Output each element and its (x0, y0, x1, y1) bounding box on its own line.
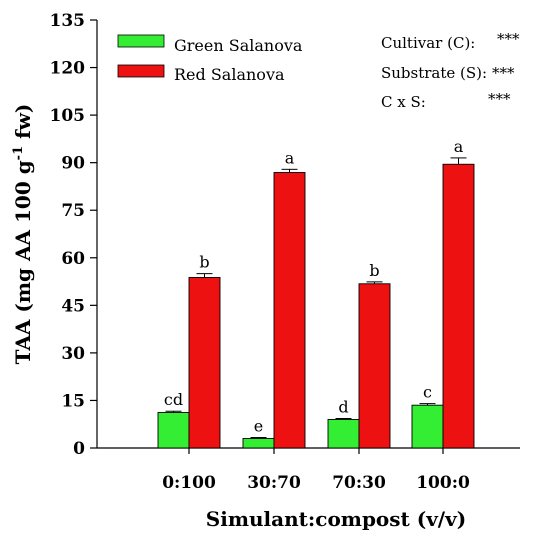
stat-label-substrate: Substrate (S): (381, 64, 487, 82)
y-tick-label: 135 (50, 11, 86, 31)
bar-group (157, 157, 475, 449)
y-tick-label: 90 (61, 154, 85, 174)
y-axis-title-main: TAA (mg AA 100 g (11, 160, 35, 364)
bar-green-salanova (157, 412, 190, 449)
y-tick-label: 60 (61, 249, 85, 269)
stat-label-cultivar: Cultivar (C): (381, 34, 475, 52)
significance-letter: a (285, 148, 295, 167)
stat-value-cultivar: *** (497, 30, 520, 48)
legend: Green Salanova Red Salanova (117, 34, 303, 84)
significance-letter: c (423, 383, 432, 402)
y-tick-label: 15 (61, 391, 85, 411)
x-axis-title: Simulant:compost (v/v) (206, 507, 466, 531)
y-tick-group: 0 15 30 45 60 75 90 105 120 135 (50, 11, 97, 459)
bar-red-salanova (273, 172, 306, 449)
bar-red-salanova (358, 283, 391, 449)
bar-green-salanova (327, 419, 360, 449)
stat-value-substrate: *** (492, 64, 515, 82)
legend-swatch-green (117, 34, 165, 48)
y-axis-title-tail: fw) (11, 104, 35, 146)
y-tick-label: 30 (61, 344, 85, 364)
x-tick-group: 0:100 30:70 70:30 100:0 (162, 448, 470, 493)
stat-value-interaction: *** (488, 90, 511, 108)
significance-letter: e (254, 417, 263, 436)
legend-label-red: Red Salanova (174, 65, 285, 84)
significance-letter: b (199, 253, 209, 272)
significance-letter: a (454, 137, 464, 156)
y-axis-title-sup: -1 (11, 146, 26, 160)
significance-letter: d (338, 398, 348, 417)
x-tick-label: 70:30 (332, 473, 386, 493)
y-axis-title: TAA (mg AA 100 g-1 fw) (11, 104, 35, 365)
legend-swatch-red (117, 64, 165, 78)
x-tick-label: 100:0 (416, 473, 470, 493)
y-tick-label: 120 (50, 59, 86, 79)
y-tick-label: 105 (50, 106, 86, 126)
stats-annotation: Cultivar (C): *** Substrate (S): *** C x… (381, 30, 520, 111)
x-tick-label: 0:100 (162, 473, 216, 493)
bar-green-salanova (411, 404, 444, 449)
bar-red-salanova (188, 276, 221, 449)
significance-letter: b (369, 261, 379, 280)
bar-red-salanova (442, 163, 475, 449)
legend-label-green: Green Salanova (174, 36, 303, 55)
bar-green-salanova (242, 438, 275, 449)
significance-letter: cd (164, 390, 183, 409)
stat-label-interaction: C x S: (381, 93, 426, 111)
y-tick-label: 75 (61, 201, 85, 221)
x-tick-label: 30:70 (247, 473, 301, 493)
y-tick-label: 45 (61, 296, 85, 316)
bar-label-group: cd e d c b a b a (164, 137, 464, 436)
y-tick-label: 0 (73, 439, 85, 459)
